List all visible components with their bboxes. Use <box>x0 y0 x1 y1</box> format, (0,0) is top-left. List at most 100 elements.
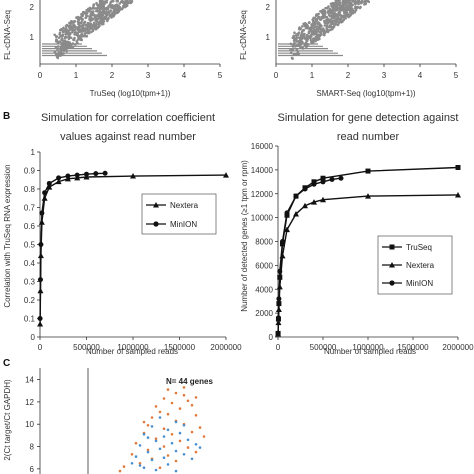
scatter-point <box>170 401 174 405</box>
ylabel-a-right: FL-cDNA-Seq <box>239 10 248 60</box>
legend-marker-circle <box>153 221 159 227</box>
data-point <box>74 172 80 178</box>
scatter-point <box>118 2 121 5</box>
scatter-point <box>345 4 348 8</box>
scatter-point <box>308 35 311 38</box>
ylabel-c: 2(Ct target/Ct GAPDH) <box>3 379 12 461</box>
scatter-point <box>94 23 98 27</box>
scatter-point <box>344 9 348 13</box>
scatter-point <box>77 21 80 24</box>
data-point <box>320 175 326 181</box>
panel-a-right: 2 1 0 1 2 3 4 5 SMART-Seq (log10(tpm+1)) FL-c… <box>239 0 459 98</box>
scatter-point <box>334 2 338 6</box>
panel-b-left: Simulation for correlation coefficient v… <box>3 112 242 356</box>
scatter-point <box>162 397 166 400</box>
data-point <box>64 175 71 182</box>
scatter-point <box>338 0 341 2</box>
scatter-point <box>94 27 98 31</box>
scatter-point <box>190 403 194 407</box>
y-tick-label: 0 <box>31 333 36 342</box>
scatter-point <box>134 441 138 445</box>
scatter-point <box>67 24 71 28</box>
xticks-a-right: 0 1 2 3 4 5 <box>274 64 459 80</box>
scatter-point <box>331 7 335 11</box>
data-point <box>93 171 99 177</box>
scatter-point <box>85 34 89 38</box>
scatter-point <box>190 430 194 434</box>
scatter-point <box>335 8 339 12</box>
data-point <box>277 268 283 274</box>
scatter-point <box>95 9 98 13</box>
scatter-point <box>182 453 186 456</box>
scatter-point <box>116 10 120 14</box>
scatter-point <box>65 24 68 28</box>
data-point <box>293 193 299 199</box>
scatter-point <box>98 21 101 25</box>
xlabel-a-right: SMART-Seq (log10(tpm+1)) <box>316 89 416 98</box>
legend-marker-square <box>389 244 395 250</box>
scatter-point <box>347 4 351 7</box>
scatter-point <box>62 39 65 43</box>
scatter-point <box>77 30 81 33</box>
annotation-gene-count: N= 44 genes <box>166 377 213 386</box>
scatter-point <box>332 19 336 23</box>
legend-label-truseq: TruSeq <box>406 243 432 252</box>
x-tick-label: 500000 <box>310 343 337 352</box>
scatter-point <box>69 36 73 40</box>
data-point <box>46 180 52 186</box>
panel-label-c: C <box>3 358 10 369</box>
data-point <box>38 242 44 247</box>
scatter-point <box>344 13 348 16</box>
scatter-point <box>79 38 82 41</box>
data-point <box>302 202 308 209</box>
panel-b-right: Simulation for gene detection against re… <box>240 112 474 356</box>
x-tick-label: 2 <box>346 71 351 80</box>
scatter-point <box>315 13 318 16</box>
scatter-point <box>60 38 63 42</box>
y-tick-label: 12000 <box>251 190 274 199</box>
x-tick-label: 1000000 <box>117 343 149 352</box>
scatter-point <box>100 10 104 14</box>
scatter-point <box>92 23 95 27</box>
scatter-point <box>79 22 83 25</box>
x-tick-label: 1 <box>310 71 315 80</box>
x-tick-label: 4 <box>182 71 187 80</box>
xticks-a-left: 0 1 2 3 4 5 <box>38 64 223 80</box>
scatter-point <box>315 30 318 33</box>
scatter-point <box>174 420 178 424</box>
scatter-point <box>77 18 80 22</box>
scatter-point <box>344 17 348 20</box>
scatter-point <box>116 6 120 9</box>
x-tick-label: 0 <box>38 71 43 80</box>
data-point <box>365 168 371 174</box>
y-tick-label: 0.4 <box>24 259 36 268</box>
scatter-point <box>178 439 182 443</box>
scatter-point <box>349 11 352 14</box>
scatter-point <box>359 5 362 9</box>
data-point <box>455 164 461 170</box>
scatter-point <box>146 436 150 439</box>
scatter-point <box>335 5 339 9</box>
scatter-point <box>154 437 158 441</box>
data-point <box>320 179 326 185</box>
x-tick-label: 0 <box>274 71 279 80</box>
scatter-point <box>296 32 299 36</box>
axes-b-left: 0 0.1 0.2 0.3 0.4 0.5 0.6 0.7 0.8 0.9 1 0 500000 1000… <box>24 148 242 352</box>
scatter-point <box>174 469 178 473</box>
scatter-point <box>365 0 369 3</box>
scatter-point <box>64 35 68 39</box>
scatter-point <box>315 27 318 31</box>
data-point <box>74 174 81 181</box>
scatter-point <box>312 18 315 21</box>
yticks-c: 6 8 10 12 14 <box>25 376 40 474</box>
scatter-point <box>106 8 110 11</box>
scatter-point <box>89 23 93 26</box>
scatter-point <box>68 21 71 25</box>
scatter-point <box>90 18 93 22</box>
scatter-point <box>329 28 332 32</box>
scatter-point <box>68 28 71 32</box>
scatter-point <box>100 13 103 16</box>
scatter-point <box>105 11 109 15</box>
scatter-point <box>317 37 321 41</box>
scatter-point <box>154 468 158 472</box>
